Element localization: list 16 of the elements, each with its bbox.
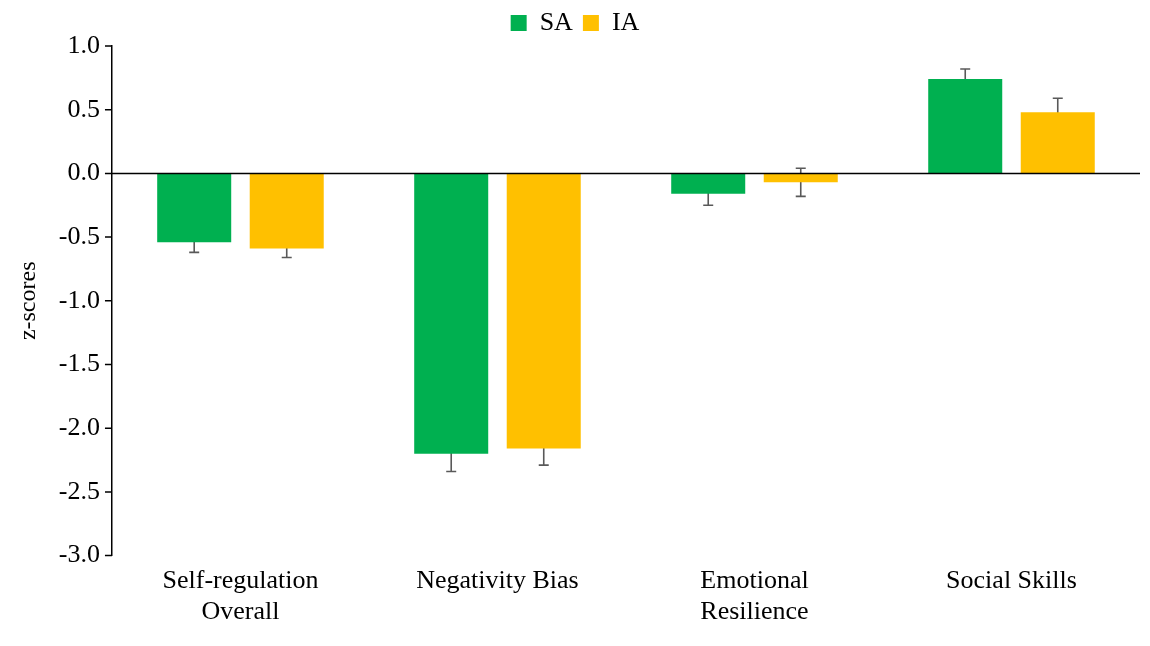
y-tick-label: -3.0 [58,539,100,569]
legend-label: SA [539,6,574,36]
y-tick-label: -2.5 [58,475,100,505]
y-tick-label: -0.5 [58,220,100,250]
y-tick-label: -1.5 [58,348,100,378]
x-tick-label: Self-regulation Overall [162,565,319,626]
x-tick-label: Negativity Bias [416,565,579,595]
y-tick-label: -2.0 [58,412,100,442]
y-axis-title: z-scores [13,261,40,341]
x-tick-label: Emotional Resilience [700,565,809,626]
legend-label: IA [611,6,640,36]
y-tick-label: 0.5 [67,93,100,123]
x-tick-label: Social Skills [946,565,1077,595]
y-tick-label: -1.0 [58,284,100,314]
y-tick-label: 1.0 [67,29,100,59]
y-tick-label: 0.0 [67,157,100,187]
